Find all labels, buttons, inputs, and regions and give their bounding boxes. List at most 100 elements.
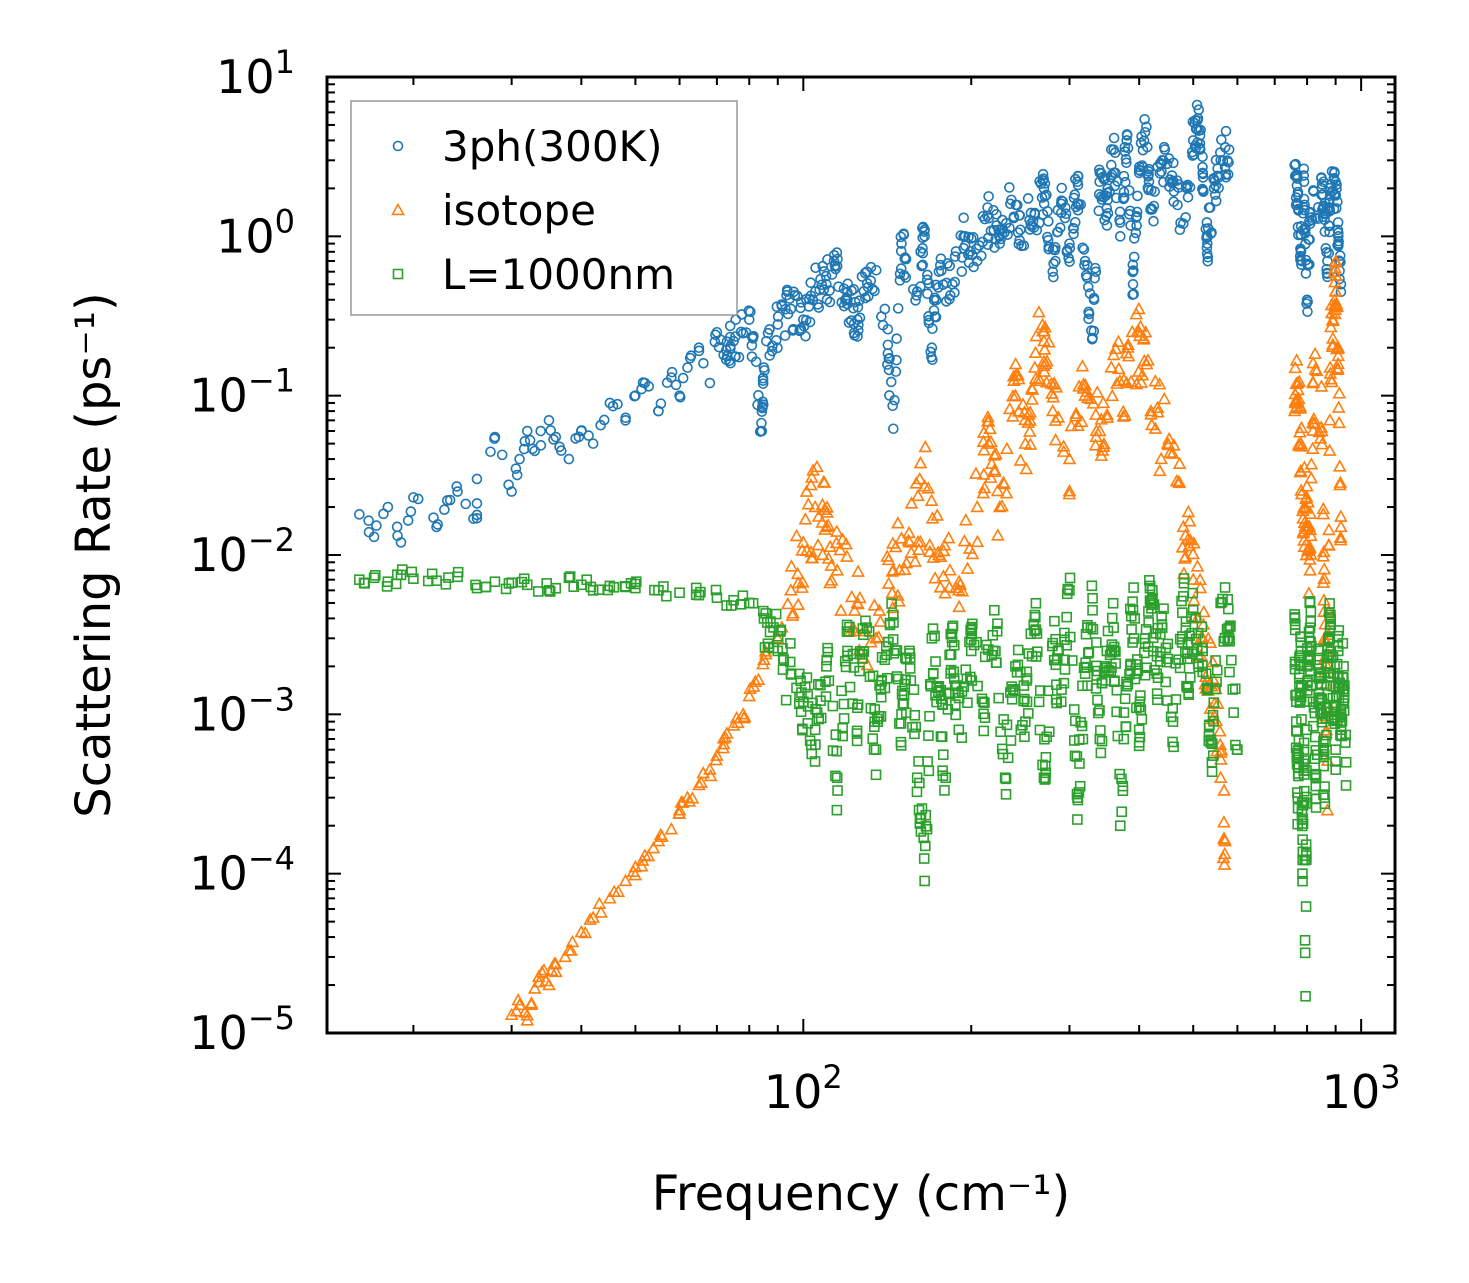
scatter-cloud-point <box>846 285 857 296</box>
data-point <box>471 512 483 524</box>
scatter-cloud-point <box>1074 758 1085 769</box>
scatter-cloud-point <box>1152 377 1167 390</box>
scatter-cloud-point <box>982 239 994 251</box>
scatter-cloud-point <box>977 467 991 480</box>
data-point <box>831 260 843 272</box>
scatter-cloud-point <box>820 500 834 513</box>
scatter-cloud-point <box>909 728 920 740</box>
scatter-cloud-point <box>1291 382 1305 396</box>
data-point <box>726 718 741 731</box>
scatter-cloud-point <box>1198 186 1209 198</box>
scatter-cloud-point <box>1075 359 1090 372</box>
data-point <box>1324 190 1336 201</box>
data-point <box>1186 572 1201 585</box>
scatter-cloud-point <box>930 508 945 521</box>
scatter-cloud-point <box>1223 603 1234 615</box>
scatter-cloud-point <box>1220 125 1232 137</box>
data-point <box>587 585 599 596</box>
scatter-cloud-point <box>1102 625 1114 637</box>
data-point <box>1328 284 1343 297</box>
data-point <box>861 622 873 633</box>
scatter-cloud-point <box>1069 409 1083 422</box>
scatter-cloud-point <box>991 625 1003 637</box>
scatter-cloud-point <box>1064 631 1076 643</box>
scatter-cloud-point <box>1172 474 1186 487</box>
tick-base: 10 <box>189 847 248 901</box>
scatter-cloud-point <box>1305 441 1320 454</box>
scatter-cloud-point <box>1111 706 1122 718</box>
data-point <box>1094 167 1106 179</box>
scatter-cloud-point <box>883 364 895 376</box>
data-point <box>842 645 853 657</box>
scatter-cloud-point <box>511 469 523 481</box>
scatter-cloud-point <box>1316 544 1331 558</box>
data-point <box>563 572 575 584</box>
x-axis-label: Frequency (cm⁻¹) <box>652 1166 1070 1222</box>
scatter-cloud-point <box>951 680 962 691</box>
scatter-cloud-point <box>750 356 762 368</box>
scatter-cloud-point <box>1323 247 1335 259</box>
data-point <box>1332 231 1344 242</box>
scatter-cloud-point <box>1299 501 1313 514</box>
scatter-cloud-point <box>1092 694 1103 706</box>
scatter-cloud-point <box>804 470 819 483</box>
data-point <box>1215 155 1226 166</box>
scatter-cloud-point <box>1331 356 1345 370</box>
scatter-cloud-point <box>1087 593 1098 604</box>
scatter-cloud-point <box>611 884 626 897</box>
scatter-cloud-point <box>1123 185 1135 196</box>
scatter-cloud-point <box>1134 696 1146 707</box>
scatter-cloud-point <box>908 554 922 567</box>
scatter-cloud-point <box>1101 220 1113 231</box>
scatter-cloud-point <box>1315 437 1329 450</box>
scatter-cloud-point <box>784 656 796 668</box>
scatter-cloud-point <box>1217 815 1231 828</box>
scatter-cloud-point <box>1056 444 1071 457</box>
scatter-cloud-point <box>857 649 868 660</box>
scatter-cloud-point <box>1056 439 1071 452</box>
data-point <box>395 537 407 548</box>
scatter-cloud-point <box>1301 724 1313 736</box>
data-point <box>682 362 693 373</box>
scatter-cloud-point <box>910 721 922 733</box>
scatter-cloud-point <box>923 765 935 777</box>
scatter-cloud-point <box>930 656 941 667</box>
scatter-cloud-point <box>1308 346 1322 360</box>
data-point <box>1340 756 1352 768</box>
scatter-cloud-point <box>1114 217 1126 228</box>
scatter-cloud-point <box>1224 666 1235 678</box>
scatter-cloud-point <box>1290 158 1301 170</box>
scatter-cloud-point <box>989 447 1003 460</box>
scatter-cloud-point <box>1116 773 1127 785</box>
scatter-cloud-point <box>784 559 799 572</box>
data-point <box>1167 176 1179 188</box>
scatter-cloud-point <box>823 539 838 553</box>
scatter-cloud-point <box>936 569 951 582</box>
scatter-cloud-point <box>882 359 893 370</box>
scatter-cloud-point <box>764 350 775 361</box>
scatter-cloud-point <box>564 571 576 582</box>
scatter-cloud-point <box>1190 633 1202 645</box>
scatter-cloud-point <box>789 528 804 542</box>
scatter-cloud-point <box>938 586 952 599</box>
scatter-cloud-point <box>834 603 848 616</box>
scatter-cloud-point <box>509 1004 524 1017</box>
scatter-cloud-point <box>1318 742 1329 754</box>
scatter-cloud-point <box>832 785 843 796</box>
data-point <box>630 390 641 401</box>
scatter-cloud-point <box>1292 745 1304 757</box>
scatter-cloud-point <box>979 697 990 708</box>
scatter-cloud-point <box>570 433 581 444</box>
data-point <box>1106 347 1121 361</box>
scatter-cloud-point <box>1206 738 1218 750</box>
data-point <box>1197 645 1209 657</box>
scatter-cloud-point <box>1077 733 1089 745</box>
scatter-cloud-point <box>1152 694 1163 706</box>
scatter-cloud-point <box>1170 694 1182 705</box>
scatter-cloud-point <box>1187 593 1201 606</box>
scatter-cloud-point <box>396 564 408 575</box>
scatter-cloud-point <box>990 657 1002 668</box>
scatter-cloud-point <box>1023 413 1037 426</box>
scatter-cloud-point <box>805 550 820 564</box>
scatter-cloud-point <box>1194 130 1206 141</box>
